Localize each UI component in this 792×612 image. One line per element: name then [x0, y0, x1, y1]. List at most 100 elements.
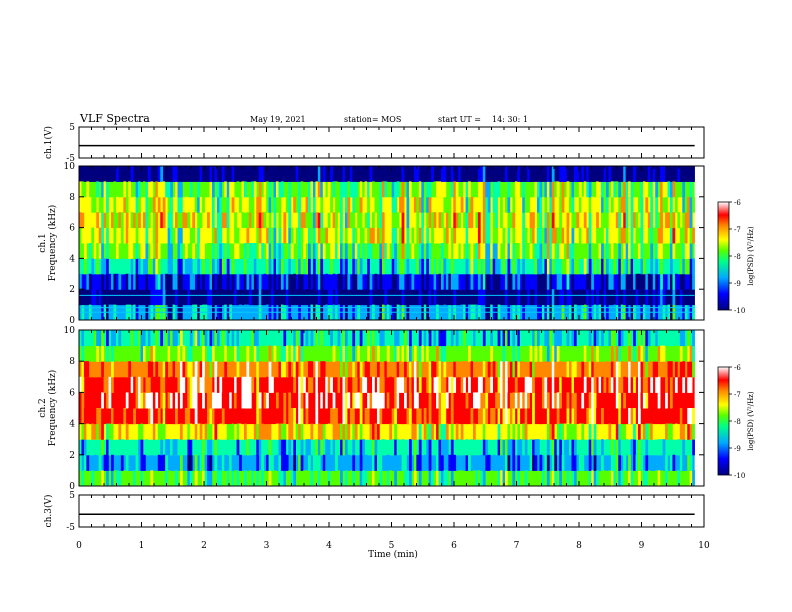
ch1-spectrogram-cell — [285, 243, 289, 259]
ch2-spectrogram-cell — [165, 454, 168, 471]
ch2-spectrogram-cell — [416, 408, 420, 425]
ch1-spectrogram-cell — [588, 227, 592, 244]
ch2-spectrogram-cell — [152, 345, 156, 362]
ch2-spectrogram-cell — [438, 423, 442, 440]
ch2-spectrogram-cell — [591, 408, 594, 425]
ch1-spectrogram-cell — [512, 289, 516, 306]
ch2-spectrogram-cell — [305, 392, 309, 409]
ch2-spectrogram-cell — [487, 454, 491, 471]
ch2-spectrogram-cell — [160, 330, 164, 347]
ch1-spectrogram-cell — [401, 227, 405, 244]
ch2-spectrogram-cell — [194, 454, 198, 471]
ch2-spectrogram-cell — [239, 330, 242, 347]
ch1-spectrogram-cell — [111, 273, 114, 290]
ch2-spectrogram-cell — [303, 470, 306, 487]
ch1-spectrogram-cell — [571, 181, 575, 198]
ch1-spectrogram-cell — [162, 289, 166, 306]
ch1-spectrogram-cell — [187, 273, 191, 290]
ch1-spectrogram-cell — [665, 181, 668, 198]
ch1-spectrogram-cell — [369, 227, 373, 244]
ch2-spectrogram-cell — [189, 454, 193, 471]
ch1-spectrogram-cell — [280, 258, 284, 275]
ch1-spectrogram-cell — [586, 227, 590, 244]
ch1-spectrogram-cell — [96, 258, 99, 275]
ch1-spectrogram-cell — [411, 243, 415, 259]
ch1-spectrogram-cell — [610, 181, 614, 198]
ch1-spectrogram-cell — [335, 212, 338, 229]
ch1-spectrogram-cell — [226, 166, 230, 182]
ch1-spectrogram-cell — [495, 273, 498, 290]
ch1-spectrogram-cell — [91, 258, 95, 275]
ch2-spectrogram-cell — [340, 423, 343, 440]
ch2-spectrogram-cell — [610, 470, 614, 487]
ch2-spectrogram-cell — [660, 408, 663, 425]
ch2-spectrogram-cell — [187, 470, 191, 487]
ch2-spectrogram-cell — [637, 470, 641, 487]
ch1-spectrogram-cell — [684, 258, 688, 275]
ch2-spectrogram-cell — [428, 439, 432, 456]
ch1-spectrogram-cell — [421, 273, 425, 290]
ch2-spectrogram-cell — [335, 423, 338, 440]
ch1-spectrogram-cell — [517, 166, 521, 182]
ch2-spectrogram-cell — [79, 454, 82, 471]
ch2-spectrogram-cell — [106, 392, 109, 409]
ch1-spectrogram-cell — [487, 166, 491, 182]
ch2-spectrogram-cell — [674, 361, 678, 378]
ch2-spectrogram-cell — [194, 361, 198, 378]
ch1-spectrogram-cell — [354, 258, 358, 275]
ch2-spectrogram-cell — [106, 345, 109, 362]
ch2-spectrogram-cell — [175, 439, 178, 456]
ch2-spectrogram-cell — [372, 454, 375, 471]
ch2-spectrogram-cell — [418, 423, 422, 440]
ch2-spectrogram-cell — [640, 392, 644, 409]
ch1-spectrogram-cell — [670, 243, 673, 259]
ch2-spectrogram-cell — [551, 376, 555, 393]
ch2-spectrogram-cell — [524, 423, 528, 440]
ch2-spectrogram-cell — [303, 376, 306, 393]
ch1-spectrogram-cell — [394, 212, 397, 229]
ch1-spectrogram-cell — [401, 273, 405, 290]
ch1-spectrogram-cell — [111, 212, 114, 229]
ch1-spectrogram-cell — [359, 273, 363, 290]
ch2-spectrogram-cell — [359, 439, 363, 456]
ch2-spectrogram-cell — [160, 376, 164, 393]
ch1-spectrogram-cell — [340, 273, 343, 290]
ch1-spectrogram-cell — [364, 243, 368, 259]
ch1-spectrogram-cell — [603, 166, 607, 182]
ch2-spectrogram-cell — [285, 454, 289, 471]
ch2-spectrogram-cell — [591, 392, 594, 409]
ch2-spectrogram-cell — [106, 439, 109, 456]
ch2-spectrogram-cell — [546, 423, 550, 440]
ch2-spectrogram-cell — [308, 454, 311, 471]
ch1-spectrogram-cell — [362, 181, 365, 198]
ch1-spectrogram-cell — [330, 166, 333, 182]
ch1-spectrogram-cell — [519, 166, 523, 182]
ch1-spectrogram-cell — [453, 181, 457, 198]
ch1-spectrogram-cell — [221, 243, 225, 259]
ch1-spectrogram-cell — [588, 273, 592, 290]
ch2-spectrogram-cell — [367, 408, 370, 425]
ch1-spectrogram-cell — [211, 166, 215, 182]
ch2-spectrogram-cell — [115, 330, 119, 347]
ch2-spectrogram-cell — [118, 454, 122, 471]
ch1-spectrogram-cell — [231, 196, 235, 213]
ch1-spectrogram-cell — [295, 289, 299, 306]
ch2-spectrogram-cell — [266, 423, 269, 440]
ch2-spectrogram-cell — [482, 330, 486, 347]
ch2-spectrogram-cell — [367, 376, 370, 393]
ch1-spectrogram-cell — [145, 166, 149, 182]
ch2-spectrogram-cell — [362, 439, 365, 456]
ch1-spectrogram-cell — [263, 273, 267, 290]
ch2-spectrogram-cell — [418, 361, 422, 378]
ch2-spectrogram-cell — [177, 439, 181, 456]
ch2-spectrogram-cell — [147, 423, 151, 440]
ch2-spectrogram-cell — [379, 454, 383, 471]
ch1-spectrogram-cell — [682, 166, 686, 182]
ch1-spectrogram-cell — [665, 212, 668, 229]
ch2-spectrogram-cell — [443, 330, 447, 347]
ch1-spectrogram-cell — [93, 289, 97, 306]
ch2-spectrogram-cell — [352, 330, 356, 347]
ch1-spectrogram-cell — [310, 212, 314, 229]
ch2-spectrogram-cell — [165, 361, 168, 378]
ch1-spectrogram-cell — [440, 273, 444, 290]
